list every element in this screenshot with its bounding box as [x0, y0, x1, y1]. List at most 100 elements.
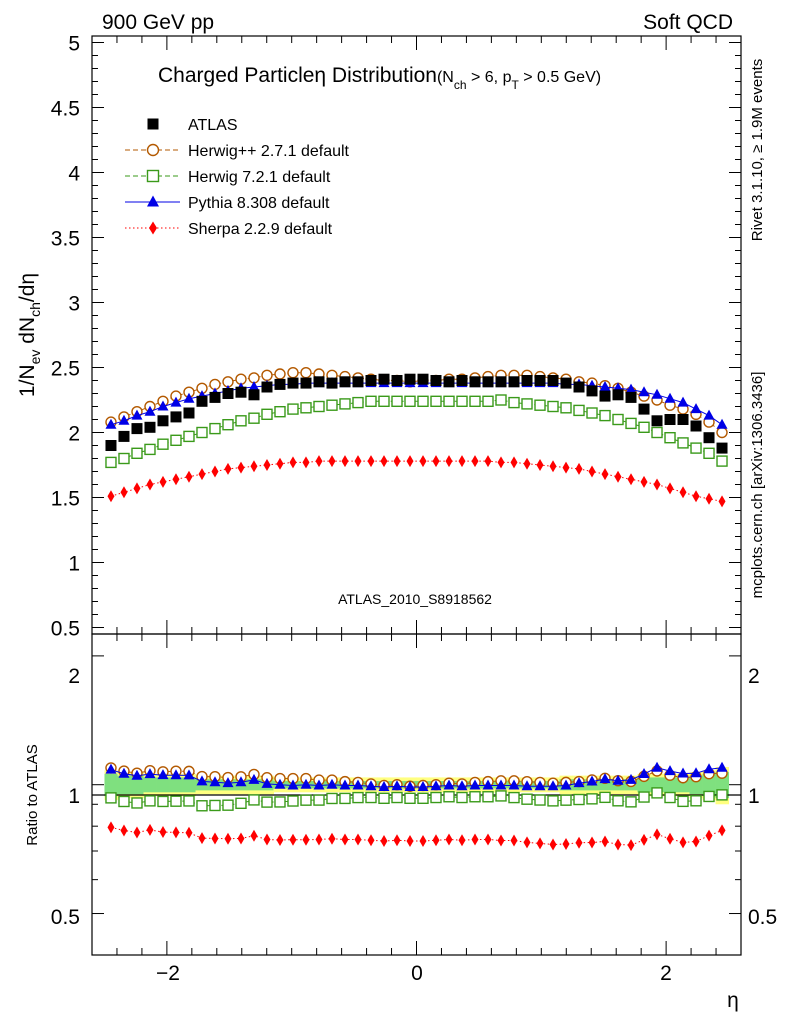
data-point-sherpa [263, 459, 271, 471]
legend-label-atlas: ATLAS [188, 117, 238, 134]
data-point-herwig7 [248, 412, 260, 424]
data-point-sherpa [614, 470, 622, 483]
ratio-point-herwig7 [677, 795, 689, 808]
ratio-point-sherpa [497, 834, 505, 847]
chart-title-cut-sub1: ch [454, 78, 467, 92]
data-point-pythia [131, 409, 143, 420]
data-point-pythia [599, 381, 611, 391]
ratio-point-sherpa [289, 833, 297, 846]
main-y-ticks [92, 42, 741, 628]
data-point-atlas [651, 415, 663, 427]
ratio-point-pythia [664, 765, 676, 776]
ratio-point-sherpa [367, 834, 375, 847]
data-point-atlas [456, 375, 468, 386]
ratio-point-herwig7 [131, 797, 143, 809]
data-point-pythia [157, 400, 169, 411]
ratio-point-herwig7 [547, 795, 559, 807]
ratio-point-pythia [703, 763, 715, 774]
ratio-point-sherpa [237, 832, 245, 845]
ratio-point-pythia [170, 769, 182, 780]
ratio-point-pythia [521, 780, 533, 791]
data-point-atlas [157, 415, 169, 427]
y-tick-label-6: 3.5 [51, 228, 80, 251]
ratio-point-pythia [365, 780, 377, 791]
data-point-sherpa [393, 455, 401, 468]
ratio-point-herwig7 [508, 791, 520, 804]
ratio-point-herwig7 [222, 799, 234, 811]
legend-marker-sherpa [149, 221, 157, 235]
data-point-sherpa [315, 455, 323, 468]
data-point-atlas [443, 376, 455, 388]
legend-label-pythia: Pythia 8.308 default [188, 195, 330, 212]
data-point-atlas [183, 407, 195, 419]
data-point-herwig7 [690, 442, 702, 454]
chart-title-cut-mid: > 6, p [467, 69, 512, 86]
ratio-point-sherpa [406, 835, 414, 848]
ratio-point-sherpa [211, 832, 219, 845]
data-point-herwig7 [287, 403, 299, 415]
data-point-atlas [300, 377, 312, 389]
ratio-tick-left-1: 1 [68, 785, 80, 808]
ratio-point-sherpa [614, 838, 622, 851]
data-point-pythia [625, 383, 637, 394]
ratio-point-pythia [677, 767, 689, 778]
data-point-sherpa [250, 460, 258, 473]
data-point-atlas [248, 389, 260, 401]
data-point-herwigpp [300, 367, 312, 379]
y-axis-label: 1/Nev dNch/dη [16, 273, 43, 397]
ratio-point-pythia [651, 761, 663, 772]
data-point-atlas [313, 376, 325, 388]
data-point-sherpa [497, 456, 505, 469]
x-tick-label-2: 2 [660, 962, 672, 985]
ratio-point-pythia [144, 768, 156, 779]
ratio-point-herwig7 [378, 792, 390, 805]
data-point-atlas [547, 375, 559, 386]
ratio-point-pythia [339, 779, 351, 790]
x-axis-label: η [727, 989, 739, 1012]
ratio-point-pythia [417, 781, 429, 792]
data-point-sherpa [328, 455, 336, 468]
data-point-atlas [274, 378, 286, 390]
ratio-point-sherpa [640, 833, 648, 846]
data-point-herwig7 [534, 399, 546, 411]
data-point-herwig7 [170, 434, 182, 446]
ratio-point-pythia [625, 773, 637, 784]
ratio-point-sherpa [276, 834, 284, 847]
ratio-point-sherpa [523, 836, 531, 849]
ratio-band-inner [169, 777, 183, 793]
ratio-point-pythia [547, 780, 559, 791]
legend: ATLAS Herwig++ 2.7.1 default Herwig 7.2.1 … [125, 117, 350, 238]
data-point-pythia [144, 405, 156, 416]
y-axis-label-p1: 1/N [16, 364, 39, 397]
data-point-herwig7 [131, 447, 143, 459]
ratio-point-herwig7 [274, 796, 286, 808]
data-point-herwig7 [625, 417, 637, 430]
data-point-herwig7 [209, 422, 221, 435]
legend-item-pythia: Pythia 8.308 default [125, 195, 330, 212]
data-point-atlas [482, 376, 494, 388]
data-point-pythia [170, 396, 182, 407]
main-series-group [105, 367, 728, 508]
data-point-herwig7 [235, 415, 247, 427]
ratio-point-herwig7 [391, 791, 403, 804]
data-point-sherpa [159, 475, 167, 488]
ratio-band-inner [130, 775, 144, 795]
data-point-sherpa [484, 455, 492, 468]
data-point-pythia [638, 386, 650, 397]
data-point-atlas [612, 389, 624, 401]
ratio-point-pythia [118, 767, 130, 778]
ratio-point-sherpa [653, 828, 661, 841]
legend-item-sherpa: Sherpa 2.2.9 default [125, 221, 333, 238]
data-point-herwig7 [482, 395, 494, 407]
data-point-sherpa [146, 478, 154, 491]
ratio-point-sherpa [250, 829, 258, 842]
data-point-atlas [664, 414, 676, 425]
data-point-sherpa [601, 468, 609, 481]
ratio-point-herwig7 [599, 791, 611, 804]
y-tick-label-1: 1 [68, 553, 80, 576]
data-point-atlas [287, 377, 299, 389]
data-point-atlas [625, 391, 637, 403]
data-point-atlas [170, 411, 182, 423]
ratio-band-inner [117, 775, 131, 795]
